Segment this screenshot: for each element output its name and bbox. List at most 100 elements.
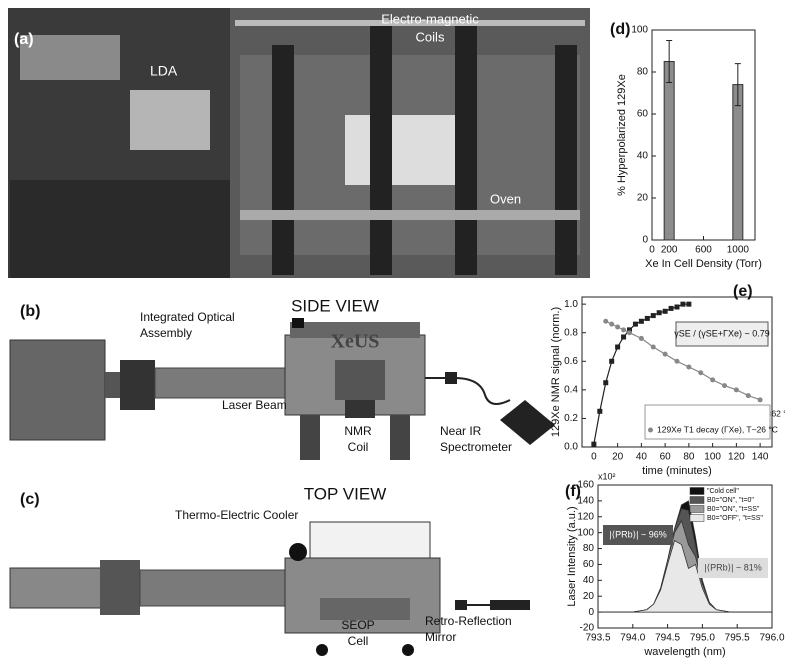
diagram-title: TOP VIEW bbox=[304, 484, 387, 503]
panel-label: (d) bbox=[610, 21, 630, 38]
photo-label: Electro-magnetic bbox=[381, 11, 479, 26]
point bbox=[710, 377, 716, 383]
y-tick-label: 120 bbox=[577, 511, 594, 522]
photo-label: Coils bbox=[416, 29, 445, 44]
bar bbox=[663, 61, 675, 241]
panel-label: (a) bbox=[14, 31, 34, 48]
y-tick-label: 1.0 bbox=[564, 299, 578, 310]
x-tick-label: 795.5 bbox=[725, 633, 750, 644]
legend-swatch bbox=[689, 505, 705, 513]
y-tick-label: 40 bbox=[583, 575, 595, 586]
y-tick-label: 60 bbox=[637, 109, 649, 120]
annotation: |⟨PRb⟩| ~ 81% bbox=[704, 562, 761, 572]
diagram-label: Cell bbox=[348, 634, 369, 648]
legend-swatch bbox=[689, 496, 705, 504]
y-tick-label: 0.6 bbox=[564, 356, 578, 367]
error-bar bbox=[734, 63, 741, 107]
photo-label: Oven bbox=[490, 191, 521, 206]
point bbox=[615, 324, 621, 330]
annotation-box bbox=[698, 558, 768, 578]
diagram-label: XeUS bbox=[331, 331, 380, 353]
y-tick-label: 0.0 bbox=[564, 442, 578, 453]
point bbox=[757, 397, 763, 403]
x-tick-label: 20 bbox=[612, 452, 624, 463]
point bbox=[609, 321, 615, 327]
y-tick-label: 80 bbox=[583, 543, 595, 554]
legend-swatch bbox=[689, 514, 705, 522]
point bbox=[621, 327, 627, 333]
x-tick-label: 793.5 bbox=[585, 633, 610, 644]
x-tick-label: 0 bbox=[649, 245, 655, 256]
point bbox=[722, 383, 727, 389]
x-tick-label: 100 bbox=[704, 452, 721, 463]
y-unit: x10² bbox=[598, 471, 616, 481]
point bbox=[650, 344, 656, 350]
point bbox=[656, 310, 662, 316]
y-tick-label: 0 bbox=[642, 235, 648, 246]
diagram-label: Mirror bbox=[425, 630, 456, 644]
point bbox=[627, 327, 632, 333]
y-tick-label: 60 bbox=[583, 559, 595, 570]
y-tick-label: 0.8 bbox=[564, 327, 578, 338]
series-line bbox=[605, 320, 761, 401]
point bbox=[638, 335, 644, 341]
side-view-diagram bbox=[9, 318, 555, 460]
diagram-label: Thermo-Electric Cooler bbox=[175, 508, 298, 522]
diagram-label: Spectrometer bbox=[440, 440, 512, 454]
point bbox=[686, 301, 692, 307]
point bbox=[674, 358, 680, 364]
point bbox=[680, 301, 686, 307]
x-tick-label: 794.0 bbox=[620, 633, 645, 644]
point bbox=[603, 380, 609, 386]
panel-label: (b) bbox=[20, 303, 40, 320]
diagram-label: Coil bbox=[348, 440, 369, 454]
legend-label: "Cold cell" bbox=[707, 488, 739, 495]
annotation-box bbox=[603, 525, 673, 545]
photo-label: LDA bbox=[150, 63, 178, 79]
legend-label: 129Xe T1 decay (ΓXe), T~26 °C bbox=[657, 424, 778, 434]
point bbox=[662, 351, 668, 357]
y-tick-label: 0 bbox=[588, 607, 594, 618]
x-tick-label: 80 bbox=[683, 452, 695, 463]
y-tick-label: 160 bbox=[577, 480, 594, 491]
annotation-box bbox=[675, 321, 769, 347]
y-tick-label: 80 bbox=[637, 67, 649, 78]
legend-marker bbox=[648, 427, 653, 433]
diagram-label: Integrated Optical bbox=[140, 310, 235, 324]
point bbox=[597, 408, 603, 414]
point bbox=[615, 344, 621, 350]
y-axis-label: Laser Intensity (a.u.) bbox=[566, 506, 578, 606]
x-tick-label: 140 bbox=[752, 452, 769, 463]
diagram-label: Near IR bbox=[440, 424, 482, 438]
x-tick-label: 796.0 bbox=[759, 633, 784, 644]
legend-swatch bbox=[689, 487, 705, 495]
point bbox=[674, 304, 680, 310]
point bbox=[603, 318, 609, 324]
diagram-label: Retro-Reflection bbox=[425, 614, 512, 628]
point bbox=[733, 387, 739, 393]
legend-box bbox=[644, 404, 771, 440]
point bbox=[591, 441, 597, 447]
plot-frame bbox=[597, 484, 773, 629]
y-tick-label: 100 bbox=[631, 25, 648, 36]
panel-label: (f) bbox=[565, 483, 581, 500]
x-tick-label: 795.0 bbox=[690, 633, 715, 644]
point bbox=[686, 364, 692, 370]
point bbox=[638, 318, 644, 324]
point bbox=[632, 321, 638, 327]
photo bbox=[8, 8, 590, 278]
point bbox=[621, 334, 627, 340]
y-tick-label: 20 bbox=[583, 591, 595, 602]
y-tick-label: 0.4 bbox=[564, 384, 578, 395]
x-tick-label: 40 bbox=[636, 452, 648, 463]
x-axis-label: wavelength (nm) bbox=[643, 646, 725, 658]
annotation: γSE / (γSE+ΓXe) ~ 0.79 bbox=[674, 328, 770, 338]
x-tick-label: 1000 bbox=[727, 245, 750, 256]
diagram-label: Laser Beam bbox=[222, 398, 287, 412]
y-tick-label: 40 bbox=[637, 151, 649, 162]
panel-label: (e) bbox=[733, 283, 753, 300]
y-tick-label: -20 bbox=[580, 623, 595, 634]
legend-label: B0="OFF", "t=SS" bbox=[707, 515, 763, 522]
point bbox=[668, 305, 674, 311]
